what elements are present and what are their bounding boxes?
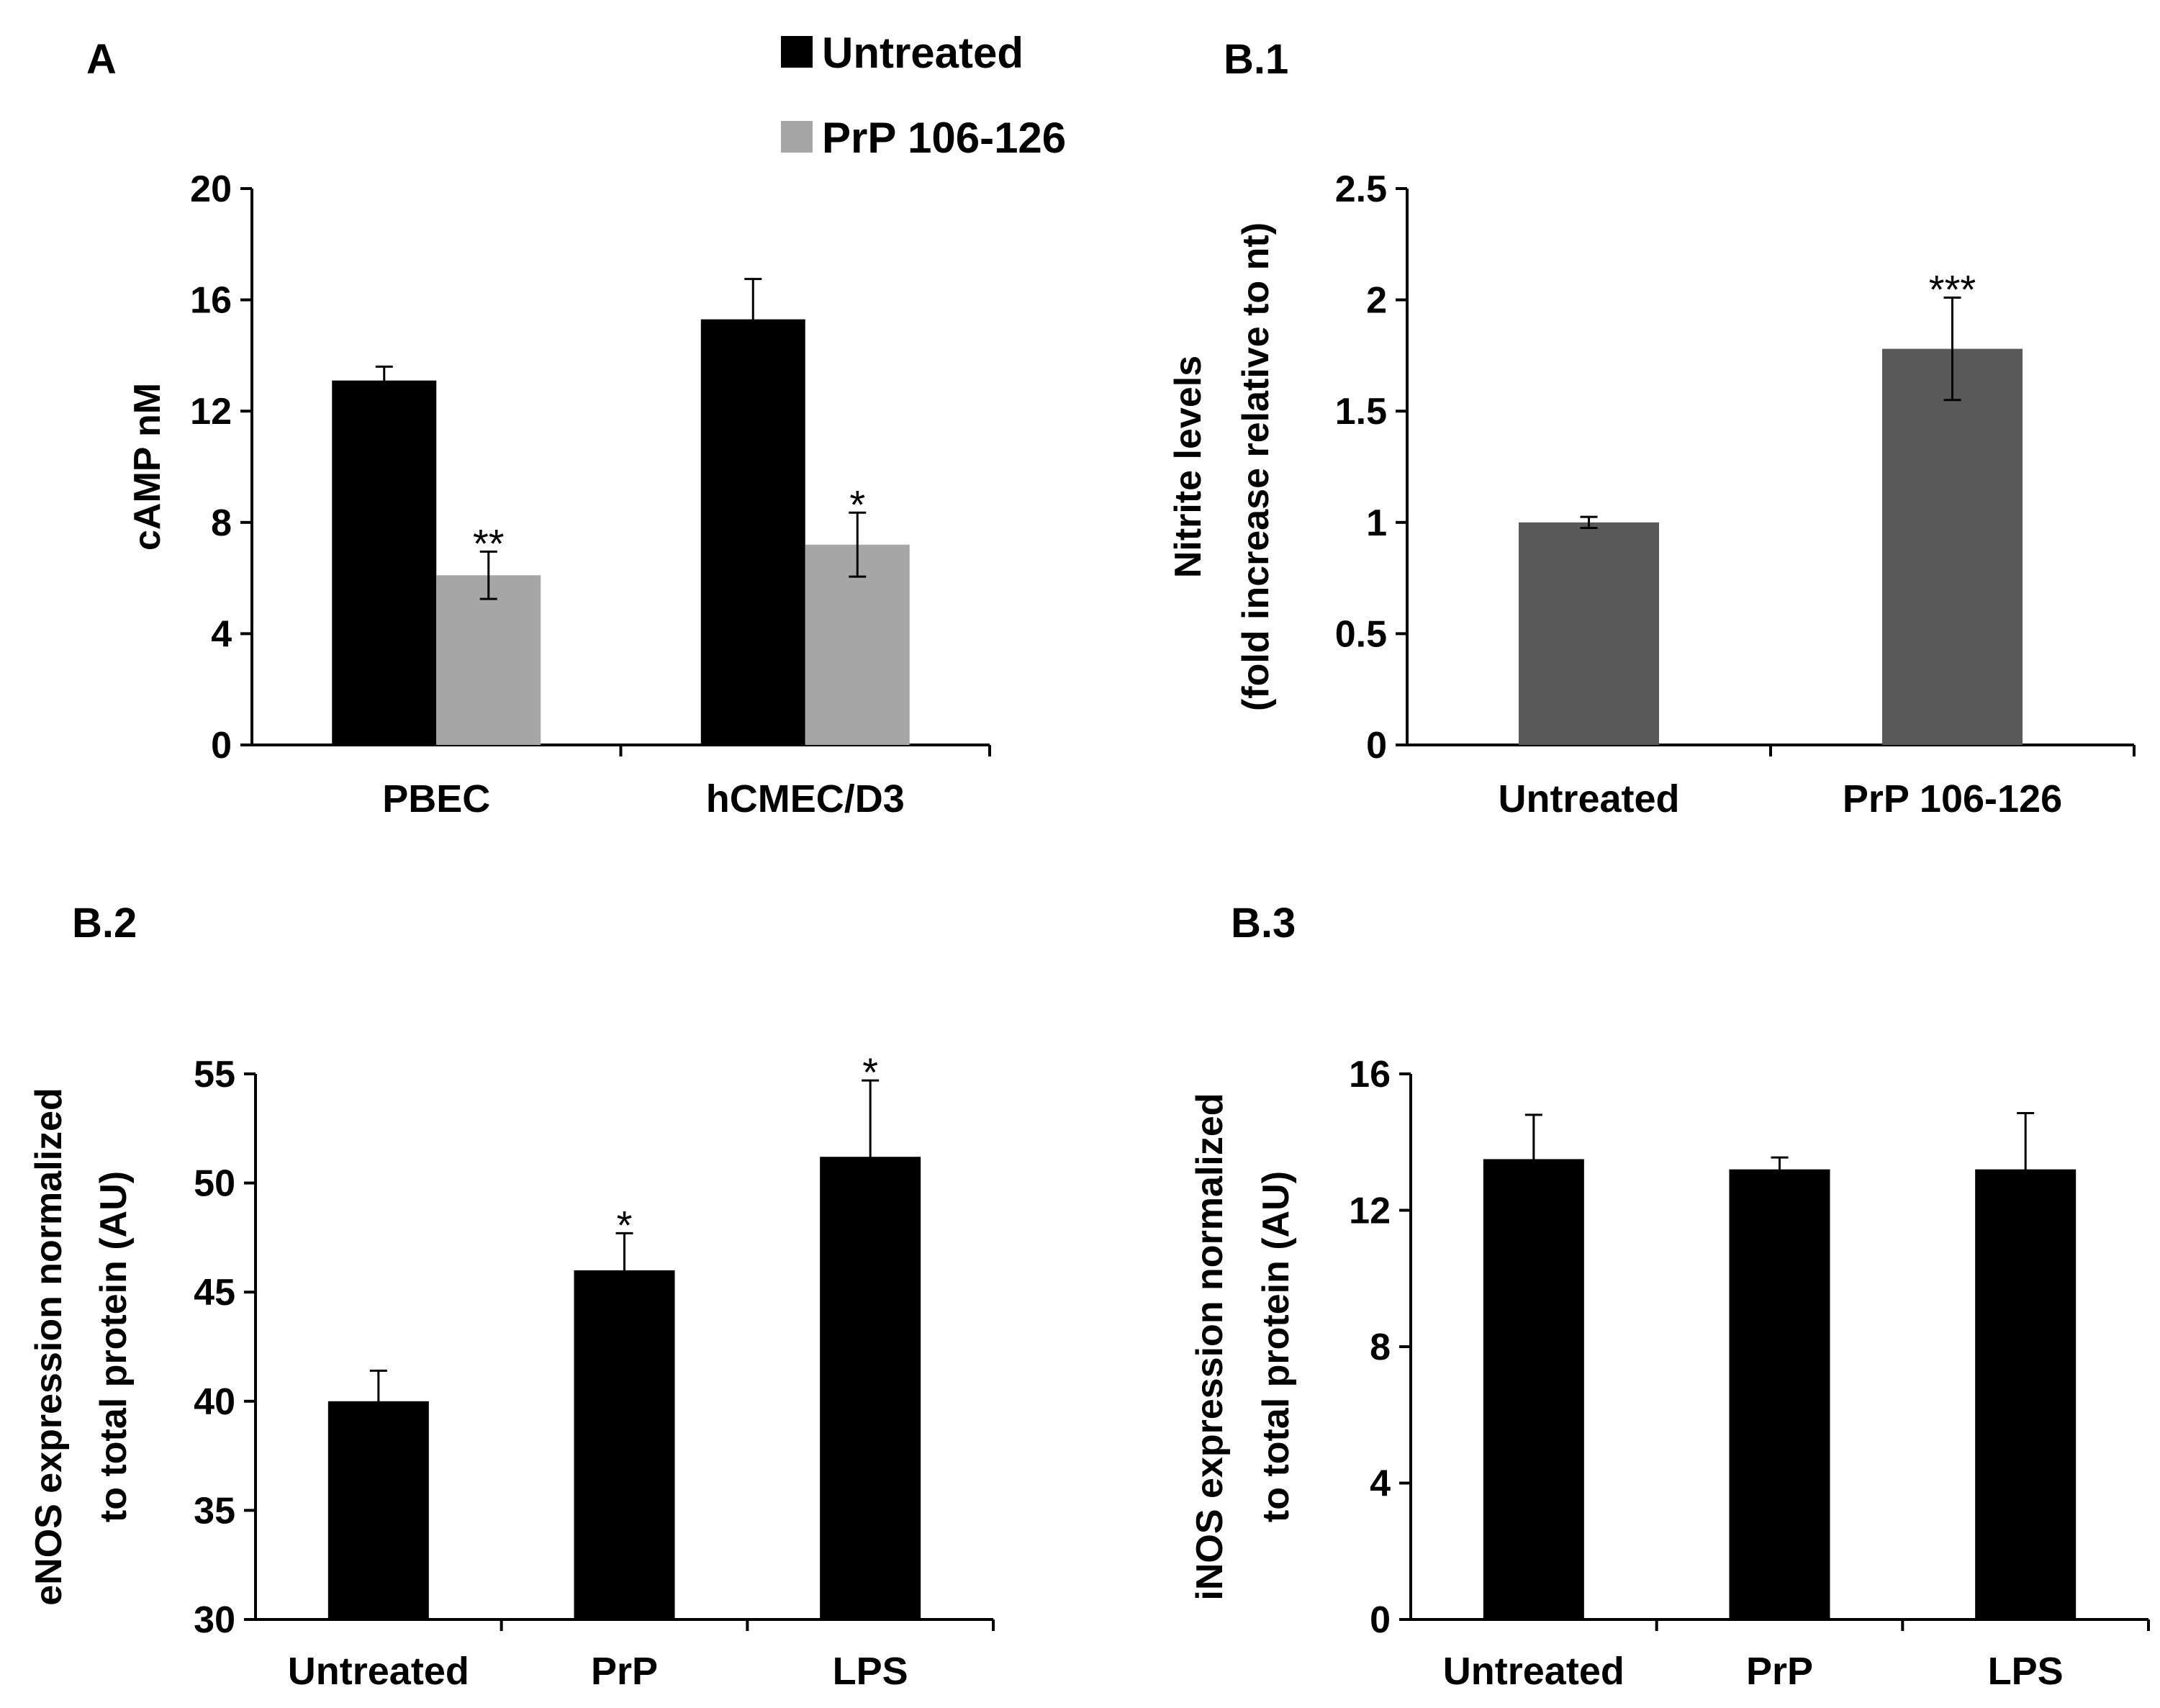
plot-b3: 0 4 8 12 16 iNOS expression normalized to tota… bbox=[1189, 1054, 2150, 1693]
y-axis-title: eNOS expression normalized bbox=[28, 1088, 70, 1606]
y-tick-label: 1.5 bbox=[1335, 391, 1387, 433]
y-tick-label: 50 bbox=[194, 1163, 235, 1205]
y-tick-label: 1 bbox=[1366, 502, 1387, 544]
bar bbox=[700, 319, 805, 745]
y-tick-label: 8 bbox=[1370, 1327, 1391, 1368]
legend-label-untreated: Untreated bbox=[822, 29, 1023, 77]
bar bbox=[1882, 348, 2023, 745]
panel-label-b3: B.3 bbox=[1231, 900, 1296, 946]
y-tick-label: 30 bbox=[194, 1599, 235, 1641]
plot-b1: 0 0.5 1 1.5 2 2.5 Nitrite levels (fold increase… bbox=[1167, 168, 2136, 821]
bar bbox=[1519, 522, 1659, 745]
y-tick-label: 40 bbox=[194, 1381, 235, 1423]
panel-b3: B.3 0 4 8 12 16 iNOS expression normalized to … bbox=[1189, 900, 2150, 1693]
y-tick-label: 0 bbox=[1366, 725, 1387, 767]
bar bbox=[1975, 1169, 2077, 1619]
y-tick-label: 45 bbox=[194, 1272, 235, 1314]
y-tick-label: 16 bbox=[190, 280, 232, 322]
panel-b1: B.1 0 0.5 1 1.5 2 2.5 Nitrite levels (fold incr… bbox=[1167, 36, 2136, 821]
y-tick-label: 2.5 bbox=[1335, 168, 1387, 210]
bar bbox=[1483, 1159, 1584, 1619]
bar bbox=[574, 1270, 675, 1619]
significance-marker: * bbox=[849, 482, 865, 527]
y-axis-title: Nitrite levels bbox=[1167, 356, 1209, 578]
bar bbox=[436, 575, 541, 745]
x-tick-label: PrP bbox=[1746, 1650, 1813, 1693]
legend-swatch-untreated bbox=[781, 36, 813, 68]
y-axis-title: (fold increase relative to nt) bbox=[1235, 222, 1277, 711]
y-axis-title: cAMP nM bbox=[127, 383, 168, 551]
y-tick-label: 16 bbox=[1349, 1054, 1391, 1095]
significance-marker: * bbox=[862, 1049, 878, 1095]
x-tick-label: LPS bbox=[833, 1650, 908, 1693]
x-tick-label: PBEC bbox=[382, 777, 490, 821]
plot-b2: 30 35 40 45 50 55 eNOS expression normalized to… bbox=[28, 1049, 995, 1693]
y-tick-label: 0 bbox=[211, 725, 232, 767]
x-tick-label: Untreated bbox=[288, 1650, 469, 1693]
y-tick-label: 0.5 bbox=[1335, 613, 1387, 655]
bar bbox=[1729, 1169, 1830, 1619]
y-tick-label: 4 bbox=[1370, 1463, 1391, 1505]
y-tick-label: 55 bbox=[194, 1054, 235, 1095]
y-tick-label: 0 bbox=[1370, 1599, 1391, 1641]
y-tick-label: 2 bbox=[1366, 280, 1387, 322]
x-tick-label: Untreated bbox=[1498, 777, 1679, 821]
y-axis-title: iNOS expression normalized bbox=[1189, 1093, 1231, 1600]
y-axis-title: to total protein (AU) bbox=[1255, 1171, 1297, 1522]
panel-label-a: A bbox=[86, 36, 117, 83]
significance-marker: *** bbox=[1929, 267, 1976, 312]
y-tick-label: 35 bbox=[194, 1490, 235, 1532]
bar bbox=[805, 544, 910, 745]
plot-a: 0 4 8 12 16 20 cAMP nM PBEC ** hCMEC/D3 * bbox=[127, 168, 991, 821]
y-axis-title: to total protein (AU) bbox=[93, 1171, 135, 1522]
y-tick-label: 20 bbox=[190, 168, 232, 210]
y-tick-label: 8 bbox=[211, 502, 232, 544]
panel-label-b1: B.1 bbox=[1224, 36, 1288, 83]
bar bbox=[332, 380, 437, 745]
panel-a: A Untreated PrP 106-126 0 4 8 12 16 20 cAMP nM… bbox=[86, 29, 1066, 821]
legend-label-prp: PrP 106-126 bbox=[822, 114, 1066, 162]
x-tick-label: hCMEC/D3 bbox=[706, 777, 905, 821]
panel-b2: B.2 30 35 40 45 50 55 eNOS expression normaliz… bbox=[28, 900, 995, 1693]
x-tick-label: PrP bbox=[591, 1650, 658, 1693]
y-tick-label: 12 bbox=[1349, 1190, 1391, 1232]
x-tick-label: Untreated bbox=[1443, 1650, 1624, 1693]
legend-swatch-prp bbox=[781, 121, 813, 153]
y-tick-label: 12 bbox=[190, 391, 232, 433]
x-tick-label: PrP 106-126 bbox=[1843, 777, 2062, 821]
panel-label-b2: B.2 bbox=[72, 900, 137, 946]
significance-marker: * bbox=[617, 1202, 633, 1247]
significance-marker: ** bbox=[473, 520, 505, 566]
y-tick-label: 4 bbox=[211, 613, 232, 655]
bar bbox=[327, 1401, 429, 1619]
x-tick-label: LPS bbox=[1988, 1650, 2064, 1693]
legend: Untreated PrP 106-126 bbox=[781, 29, 1066, 162]
